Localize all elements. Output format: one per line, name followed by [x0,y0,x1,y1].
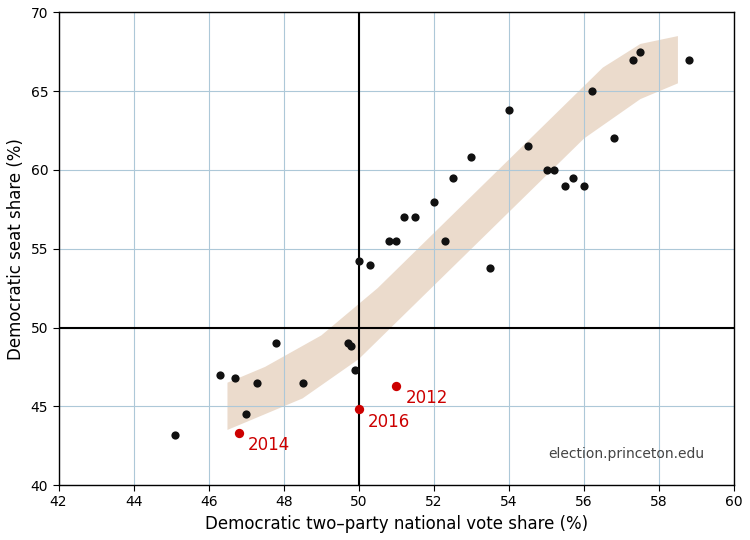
Point [240,410,252,418]
Point [341,339,353,348]
Point [352,405,364,414]
Point [466,153,478,161]
Point [398,213,410,221]
Point [608,134,620,143]
Point [503,106,515,114]
Polygon shape [227,36,678,430]
Point [169,430,181,439]
Point [578,181,590,190]
Point [270,339,282,348]
X-axis label: Democratic two–party national vote share (%): Democratic two–party national vote share… [205,515,588,533]
Point [296,379,308,387]
Point [440,237,452,245]
Point [634,48,646,56]
Point [484,264,496,272]
Point [345,342,357,351]
Point [447,173,459,182]
Point [560,181,572,190]
Point [364,260,376,269]
Point [627,56,639,64]
Point [586,87,598,96]
Point [541,166,553,174]
Point [391,381,403,390]
Point [391,237,403,245]
Text: 2012: 2012 [406,389,448,407]
Point [428,197,440,206]
Point [683,56,695,64]
Text: election.princeton.edu: election.princeton.edu [548,448,704,462]
Text: 2014: 2014 [248,436,290,454]
Point [229,374,241,382]
Point [567,173,579,182]
Point [410,213,422,221]
Point [349,366,361,374]
Point [522,142,534,151]
Point [548,166,560,174]
Point [214,370,226,379]
Point [251,379,263,387]
Text: 2016: 2016 [368,413,410,430]
Point [383,237,395,245]
Point [352,257,364,266]
Y-axis label: Democratic seat share (%): Democratic seat share (%) [7,138,25,360]
Point [232,429,244,437]
